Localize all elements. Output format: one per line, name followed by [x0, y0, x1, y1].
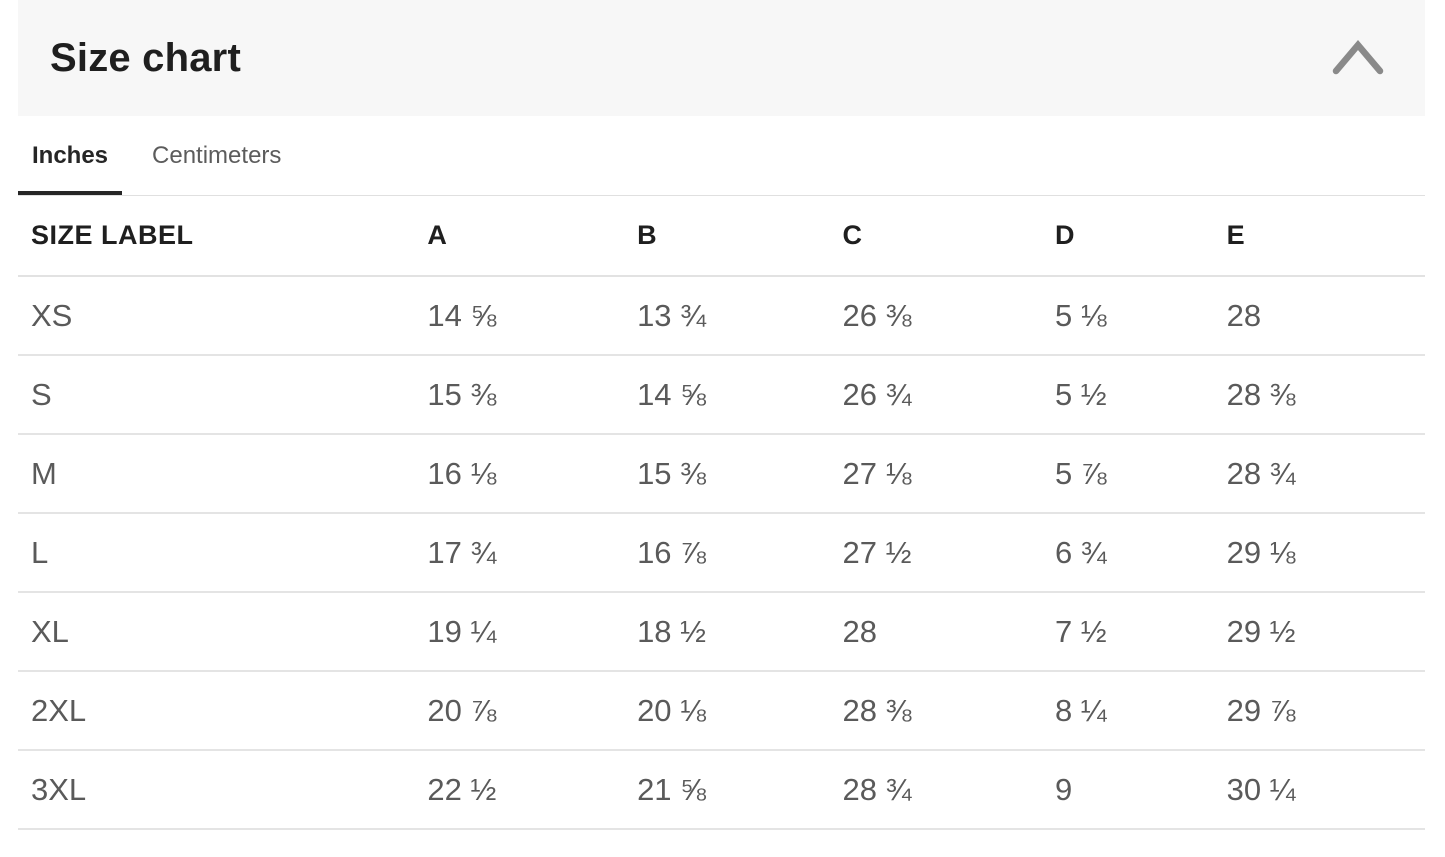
column-header-d: D	[1054, 196, 1227, 277]
measurement-cell: 15 ⅜	[427, 355, 638, 435]
measurement-cell: 26 ⅜	[842, 276, 1055, 356]
unit-tabs: Inches Centimeters	[18, 116, 1425, 196]
chevron-up-icon	[1332, 39, 1384, 75]
table-row: 2XL 20 ⅞ 20 ⅛ 28 ⅜ 8 ¼ 29 ⅞	[18, 671, 1425, 751]
measurement-cell: 14 ⅝	[427, 276, 638, 356]
measurement-cell: 15 ⅜	[637, 434, 843, 514]
tab-inches[interactable]: Inches	[18, 116, 123, 195]
size-label-cell: XL	[18, 592, 428, 672]
column-header-size-label: SIZE LABEL	[18, 196, 428, 277]
measurement-cell: 19 ¼	[427, 592, 638, 672]
measurement-cell: 7 ½	[1054, 592, 1227, 672]
measurement-cell: 27 ½	[842, 513, 1055, 593]
measurement-cell: 6 ¾	[1054, 513, 1227, 593]
tab-centimeters[interactable]: Centimeters	[152, 141, 282, 169]
measurement-cell: 28 ¾	[842, 750, 1055, 830]
measurement-cell: 8 ¼	[1054, 671, 1227, 751]
table-row: L 17 ¾ 16 ⅞ 27 ½ 6 ¾ 29 ⅛	[18, 513, 1425, 593]
measurement-cell: 20 ⅛	[637, 671, 843, 751]
column-header-e: E	[1226, 196, 1425, 277]
measurement-cell: 28 ⅜	[1226, 355, 1425, 435]
measurement-cell: 28	[1226, 276, 1425, 356]
table-header-row: SIZE LABEL A B C D E	[18, 196, 1425, 277]
measurement-cell: 28 ¾	[1226, 434, 1425, 514]
measurement-cell: 13 ¾	[637, 276, 843, 356]
measurement-cell: 26 ¾	[842, 355, 1055, 435]
size-label-cell: 2XL	[18, 671, 428, 751]
size-chart-panel: Size chart Inches Centimeters SIZE LABEL…	[18, 0, 1425, 830]
page-title: Size chart	[50, 35, 241, 80]
measurement-cell: 5 ⅛	[1054, 276, 1227, 356]
measurement-cell: 20 ⅞	[427, 671, 638, 751]
table-row: S 15 ⅜ 14 ⅝ 26 ¾ 5 ½ 28 ⅜	[18, 355, 1425, 435]
measurement-cell: 18 ½	[637, 592, 843, 672]
measurement-cell: 16 ⅞	[637, 513, 843, 593]
measurement-cell: 27 ⅛	[842, 434, 1055, 514]
measurement-cell: 9	[1054, 750, 1227, 830]
measurement-cell: 16 ⅛	[427, 434, 638, 514]
size-label-cell: 3XL	[18, 750, 428, 830]
measurement-cell: 5 ½	[1054, 355, 1227, 435]
column-header-c: C	[842, 196, 1055, 277]
measurement-cell: 29 ⅛	[1226, 513, 1425, 593]
measurement-cell: 29 ½	[1226, 592, 1425, 672]
panel-header: Size chart	[18, 0, 1425, 116]
table-row: XS 14 ⅝ 13 ¾ 26 ⅜ 5 ⅛ 28	[18, 276, 1425, 356]
table-row: 3XL 22 ½ 21 ⅝ 28 ¾ 9 30 ¼	[18, 750, 1425, 830]
collapse-button[interactable]	[1325, 32, 1391, 84]
table-row: M 16 ⅛ 15 ⅜ 27 ⅛ 5 ⅞ 28 ¾	[18, 434, 1425, 514]
measurement-cell: 30 ¼	[1226, 750, 1425, 830]
table-row: XL 19 ¼ 18 ½ 28 7 ½ 29 ½	[18, 592, 1425, 672]
size-label-cell: S	[18, 355, 428, 435]
size-table: SIZE LABEL A B C D E XS 14 ⅝ 13 ¾ 26 ⅜ 5…	[18, 196, 1425, 830]
measurement-cell: 29 ⅞	[1226, 671, 1425, 751]
measurement-cell: 28 ⅜	[842, 671, 1055, 751]
size-label-cell: M	[18, 434, 428, 514]
column-header-b: B	[637, 196, 843, 277]
size-label-cell: XS	[18, 276, 428, 356]
measurement-cell: 22 ½	[427, 750, 638, 830]
column-header-a: A	[427, 196, 638, 277]
measurement-cell: 28	[842, 592, 1055, 672]
measurement-cell: 17 ¾	[427, 513, 638, 593]
measurement-cell: 5 ⅞	[1054, 434, 1227, 514]
measurement-cell: 14 ⅝	[637, 355, 843, 435]
size-label-cell: L	[18, 513, 428, 593]
measurement-cell: 21 ⅝	[637, 750, 843, 830]
